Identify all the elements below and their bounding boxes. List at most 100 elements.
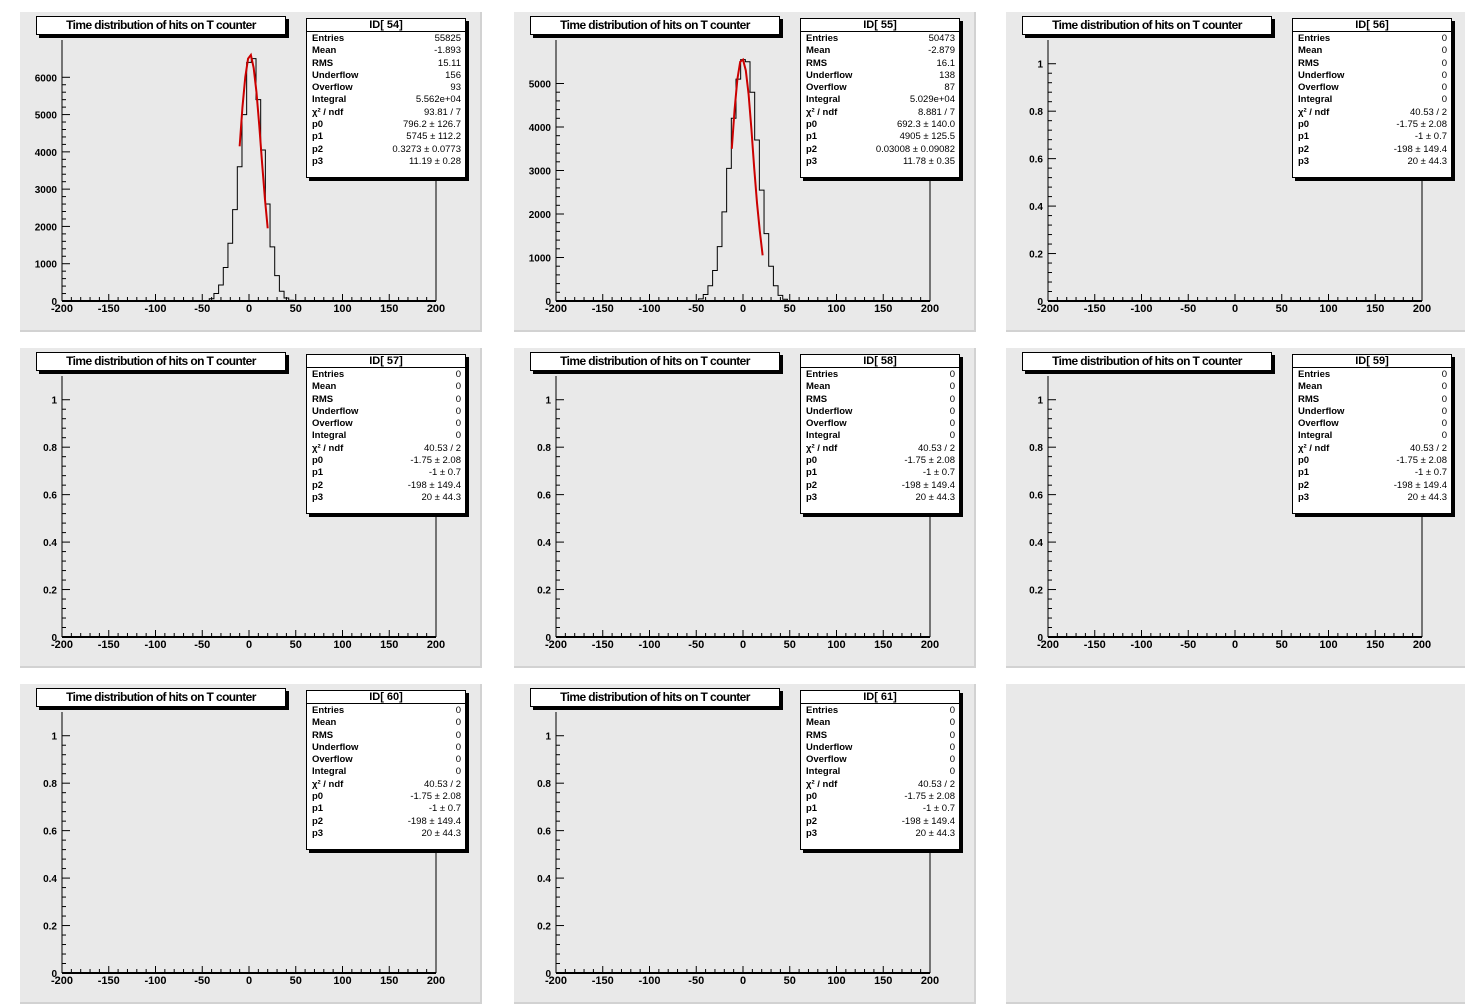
stat-name: Underflow [312, 405, 359, 417]
stat-value: 0 [949, 741, 955, 753]
stats-body: Entries 50473 Mean -2.879 RMS 16.1 Underflow 13… [801, 32, 959, 168]
stat-row: p2 -198 ± 149.4 [312, 480, 461, 492]
stat-value: -198 ± 149.4 [407, 479, 461, 491]
stat-value: 20 ± 44.3 [1407, 155, 1447, 167]
stat-value: -198 ± 149.4 [901, 479, 955, 491]
stat-row: Entries 0 [1298, 33, 1447, 45]
stat-value: 0 [455, 418, 461, 430]
stat-value: 156 [445, 69, 461, 81]
stat-name: p2 [312, 143, 324, 155]
x-tick-label: -150 [1084, 303, 1106, 315]
stat-row: p0 692.3 ± 140.0 [806, 119, 955, 131]
x-tick-label: 0 [246, 975, 252, 987]
y-tick-label: 0.2 [43, 922, 57, 933]
stat-name: p2 [1298, 479, 1310, 491]
y-tick-label: 0.8 [537, 779, 551, 790]
x-tick-label: -150 [592, 975, 614, 987]
stat-row: p3 20 ± 44.3 [1298, 492, 1447, 504]
stat-value: 692.3 ± 140.0 [896, 119, 955, 131]
x-tick-label: 150 [874, 639, 892, 651]
y-tick-label: 0.8 [1029, 443, 1043, 454]
stat-name: Entries [806, 705, 839, 716]
x-tick-label: -200 [545, 639, 567, 651]
y-tick-label: 0.4 [537, 538, 551, 549]
histogram-pad: -200 -150 -100 -50 0 50 100 150 200 0 0.2 0.4 0.6 0.8… [514, 348, 976, 668]
stats-box: ID[ 58] Entries 0 Mean 0 RMS 0 Underflow 0 Overfl… [800, 354, 960, 514]
stat-value: 50473 [928, 33, 955, 44]
stat-name: Integral [312, 766, 347, 778]
stat-value: 0 [949, 430, 955, 442]
stat-name: Entries [312, 369, 345, 380]
stat-row: Mean 0 [1298, 381, 1447, 393]
stat-name: Underflow [806, 69, 853, 81]
stat-name: χ² / ndf [806, 106, 838, 118]
stat-value: 0 [1441, 69, 1447, 81]
stat-name: p1 [312, 131, 324, 143]
stat-value: 0 [1441, 405, 1447, 417]
stat-value: 0 [949, 717, 955, 729]
x-tick-label: -150 [98, 639, 120, 651]
stat-value: 0 [1441, 33, 1447, 44]
x-tick-label: -150 [1084, 639, 1106, 651]
stat-name: Entries [312, 705, 345, 716]
stat-value: -2.879 [928, 45, 955, 57]
fit-curve [238, 52, 269, 229]
stat-value: 0 [949, 369, 955, 380]
stat-name: p0 [1298, 119, 1310, 131]
y-tick-label: 0.2 [43, 586, 57, 597]
stat-name: RMS [1298, 57, 1320, 69]
stat-value: 0 [455, 405, 461, 417]
plot-title: Time distribution of hits on T counter [1022, 16, 1272, 35]
stat-value: -1.75 ± 2.08 [904, 455, 955, 467]
x-tick-label: 200 [1413, 303, 1431, 315]
stats-body: Entries 0 Mean 0 RMS 0 Underflow 0 Overflow 0 Inte… [801, 368, 959, 504]
y-tick-label: 6000 [35, 73, 58, 84]
y-tick-label: 4000 [35, 148, 58, 159]
y-tick-label: 0.2 [1029, 586, 1043, 597]
stat-name: p2 [1298, 143, 1310, 155]
stat-row: RMS 0 [312, 730, 461, 742]
stat-value: 20 ± 44.3 [421, 827, 461, 839]
stat-value: -1 ± 0.7 [1414, 467, 1447, 479]
y-tick-label: 3000 [529, 167, 552, 178]
plot-svg: -200 -150 -100 -50 0 50 100 150 2000100020003000… [35, 40, 445, 315]
stat-name: Integral [806, 94, 841, 106]
y-tick-label: 5000 [35, 111, 58, 122]
x-tick-label: -150 [592, 639, 614, 651]
stats-box: ID[ 54] Entries 55825 Mean -1.893 RMS 15.11 Und… [306, 18, 466, 178]
stat-name: p0 [312, 119, 324, 131]
stat-value: 55825 [434, 33, 461, 44]
y-tick-label: 0.6 [537, 827, 551, 838]
stat-row: Integral 0 [1298, 430, 1447, 442]
stat-row: χ² / ndf 40.53 / 2 [806, 443, 955, 455]
stat-row: Underflow 0 [806, 406, 955, 418]
plot-title: Time distribution of hits on T counter [530, 16, 780, 35]
stat-name: p0 [806, 455, 818, 467]
x-tick-label: 200 [427, 303, 445, 315]
stats-id: ID[ 59] [1293, 355, 1451, 368]
x-tick-label: 0 [246, 303, 252, 315]
y-tick-label: 0 [1037, 633, 1043, 644]
plot-svg: -200 -150 -100 -50 0 50 100 150 200 0 0.2 0.4 0.6 0.8… [1029, 376, 1431, 651]
x-tick-label: 150 [1366, 303, 1384, 315]
stat-row: χ² / ndf 40.53 / 2 [312, 779, 461, 791]
stat-row: p1 -1 ± 0.7 [1298, 467, 1447, 479]
stat-row: p0 -1.75 ± 2.08 [312, 791, 461, 803]
x-tick-label: -50 [194, 975, 210, 987]
x-tick-label: -200 [1037, 303, 1059, 315]
stat-value: 0 [455, 729, 461, 741]
stat-row: Overflow 0 [312, 754, 461, 766]
x-tick-label: 50 [1276, 639, 1288, 651]
y-tick-label: 0 [51, 297, 57, 308]
x-tick-label: -200 [545, 303, 567, 315]
x-tick-label: 50 [784, 639, 796, 651]
y-tick-label: 0 [51, 969, 57, 980]
x-tick-label: 200 [427, 975, 445, 987]
histogram-line [199, 58, 299, 302]
stat-row: Overflow 0 [806, 754, 955, 766]
stat-name: Overflow [1298, 82, 1339, 94]
x-tick-label: 150 [380, 639, 398, 651]
y-tick-label: 0 [1037, 297, 1043, 308]
stat-name: χ² / ndf [1298, 442, 1330, 454]
stat-value: 15.11 [437, 57, 461, 69]
